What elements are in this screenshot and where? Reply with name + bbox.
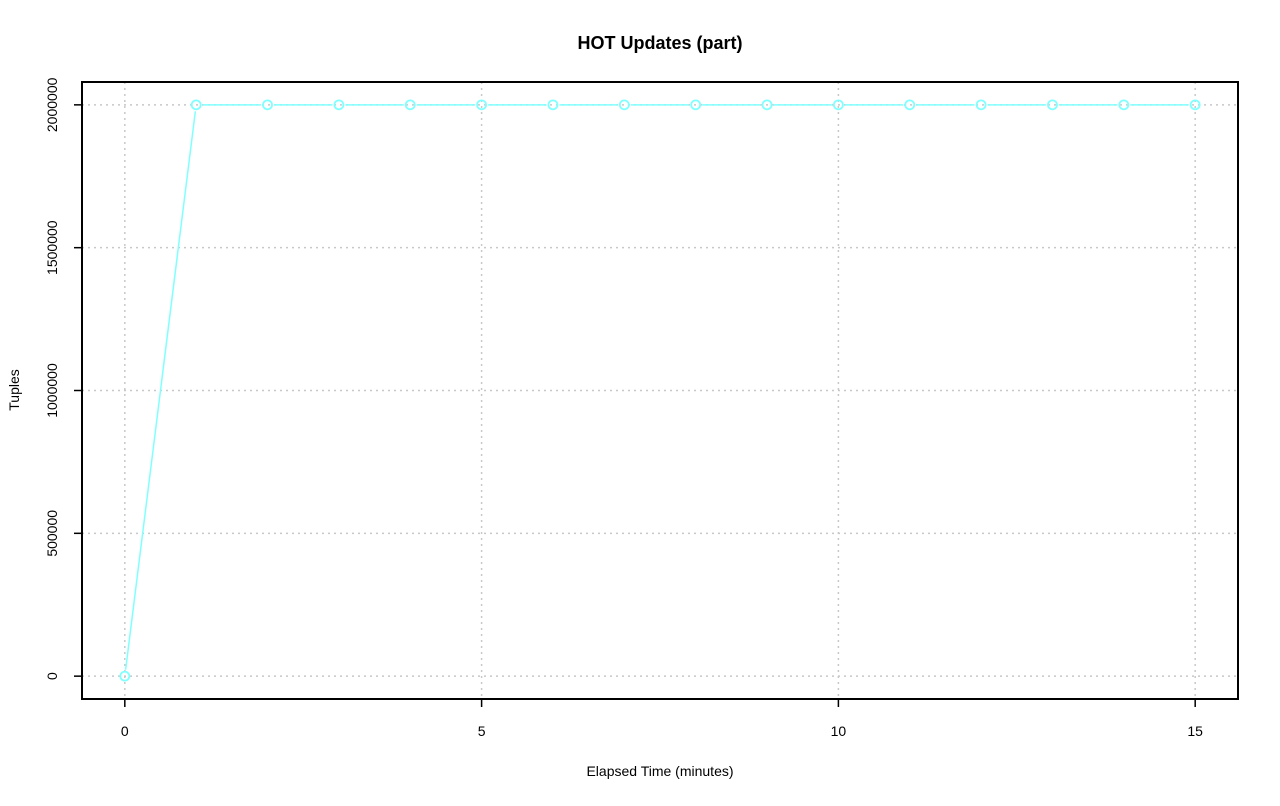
y-tick-label: 500000 — [44, 510, 60, 557]
data-point — [476, 99, 488, 111]
y-tick-label: 1000000 — [44, 363, 60, 418]
grid — [82, 82, 1238, 699]
data-point — [618, 99, 630, 111]
data-point — [832, 99, 844, 111]
data-point — [690, 99, 702, 111]
chart-title: HOT Updates (part) — [577, 33, 742, 53]
data-point — [333, 99, 345, 111]
data-point — [761, 99, 773, 111]
x-tick-label: 5 — [478, 723, 486, 739]
series — [119, 99, 1201, 682]
y-tick-label: 0 — [44, 672, 60, 680]
data-point — [1047, 99, 1058, 111]
data-point — [547, 99, 559, 111]
y-tick-label: 1500000 — [44, 220, 60, 275]
data-point — [975, 99, 987, 111]
axes: 0 5 10 15 0 500000 1000000 1500000 2000000 — [44, 77, 1203, 739]
y-axis-label: Tuples — [6, 369, 22, 411]
data-point — [1189, 99, 1201, 111]
data-point — [190, 99, 202, 111]
x-tick-label: 10 — [831, 723, 847, 739]
data-point — [262, 99, 273, 111]
x-tick-label: 0 — [121, 723, 129, 739]
x-tick-label: 15 — [1187, 723, 1203, 739]
series-line-segment — [124, 111, 197, 670]
data-point — [404, 99, 416, 111]
data-point — [904, 99, 916, 111]
data-point — [1118, 99, 1130, 111]
x-axis-label: Elapsed Time (minutes) — [586, 763, 733, 779]
data-point — [119, 670, 131, 682]
y-tick-label: 2000000 — [44, 77, 60, 132]
